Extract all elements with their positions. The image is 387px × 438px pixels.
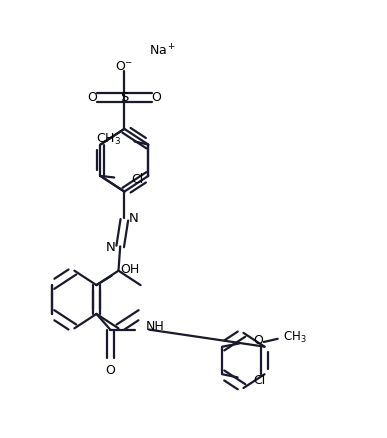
Text: CH$_3$: CH$_3$ [283, 330, 307, 345]
Text: O: O [151, 91, 161, 104]
Text: N: N [106, 241, 115, 254]
Text: O: O [105, 364, 115, 377]
Text: Cl: Cl [131, 173, 143, 186]
Text: S: S [120, 91, 128, 104]
Text: O$^{-}$: O$^{-}$ [115, 60, 134, 73]
Text: O: O [253, 334, 263, 347]
Text: CH$_3$: CH$_3$ [96, 132, 121, 148]
Text: OH: OH [120, 263, 139, 276]
Text: Na$^+$: Na$^+$ [149, 43, 176, 58]
Text: O: O [87, 91, 98, 104]
Text: Cl: Cl [253, 374, 265, 387]
Text: NH: NH [146, 320, 165, 333]
Text: N: N [129, 212, 139, 225]
